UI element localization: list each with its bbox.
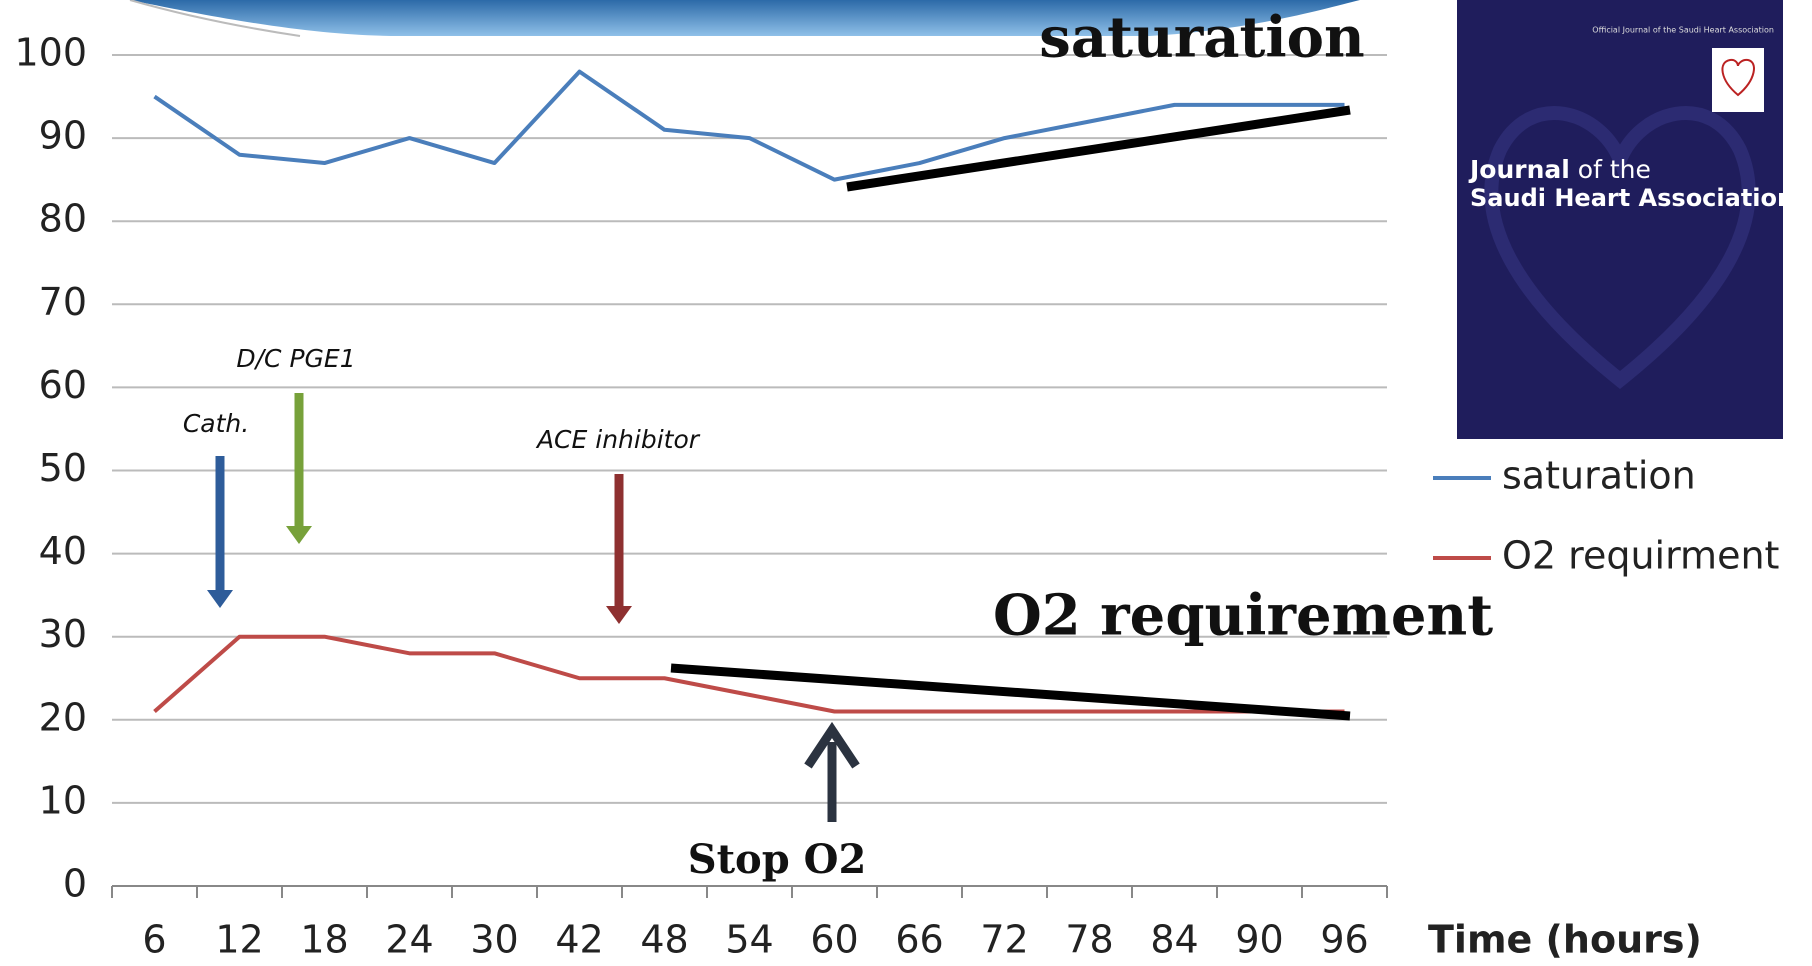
y-tick-label: 40 (39, 529, 87, 573)
annotation: O2 requirement (993, 583, 1493, 649)
x-axis-label: Time (hours) (1428, 918, 1702, 962)
legend-label: saturation (1502, 454, 1696, 498)
annotation: D/C PGE1 (236, 344, 355, 373)
y-tick-label: 20 (39, 695, 87, 739)
y-tick-label: 50 (39, 446, 87, 490)
x-tick-label: 18 (300, 918, 348, 962)
journal-cover: Official Journal of the Saudi Heart Asso… (1457, 0, 1794, 439)
x-tick-label: 96 (1320, 918, 1368, 962)
y-tick-label: 90 (39, 114, 87, 158)
y-tick-label: 80 (39, 197, 87, 241)
cover-title: Journal of the (1468, 155, 1651, 184)
legend-label: O2 requirment (1502, 534, 1779, 578)
y-tick-label: 100 (14, 31, 87, 75)
x-tick-label: 60 (810, 918, 858, 962)
y-tick-label: 30 (39, 612, 87, 656)
x-tick-label: 84 (1150, 918, 1198, 962)
x-tick-label: 24 (385, 918, 433, 962)
cover-title: Saudi Heart Association (1470, 184, 1794, 212)
x-tick-label: 54 (725, 918, 773, 962)
x-tick-label: 30 (470, 918, 518, 962)
x-tick-label: 48 (640, 918, 688, 962)
y-tick-label: 70 (39, 280, 87, 324)
x-tick-label: 72 (980, 918, 1028, 962)
annotation: saturation (1039, 5, 1364, 71)
decoration (129, 0, 301, 37)
x-tick-label: 90 (1235, 918, 1283, 962)
cover-title-rest: of the (1578, 155, 1651, 184)
x-tick-label: 12 (215, 918, 263, 962)
y-tick-label: 60 (39, 363, 87, 407)
x-tick-label: 6 (142, 918, 166, 962)
x-tick-label: 66 (895, 918, 943, 962)
cover-title-bold: Journal (1468, 155, 1570, 184)
series-line (153, 69, 1345, 182)
x-tick-label: 78 (1065, 918, 1113, 962)
annotation-arrows (207, 105, 1351, 822)
y-tick-label: 0 (63, 862, 87, 906)
y-tick-label: 10 (39, 778, 87, 822)
decoration (130, 0, 1360, 36)
x-tick-label: 42 (555, 918, 603, 962)
annotation: Cath. (183, 409, 249, 438)
annotation: ACE inhibitor (535, 425, 701, 454)
annotation: Stop O2 (688, 836, 867, 883)
cover-subtitle: Official Journal of the Saudi Heart Asso… (1592, 26, 1774, 35)
series-line (153, 634, 1345, 714)
